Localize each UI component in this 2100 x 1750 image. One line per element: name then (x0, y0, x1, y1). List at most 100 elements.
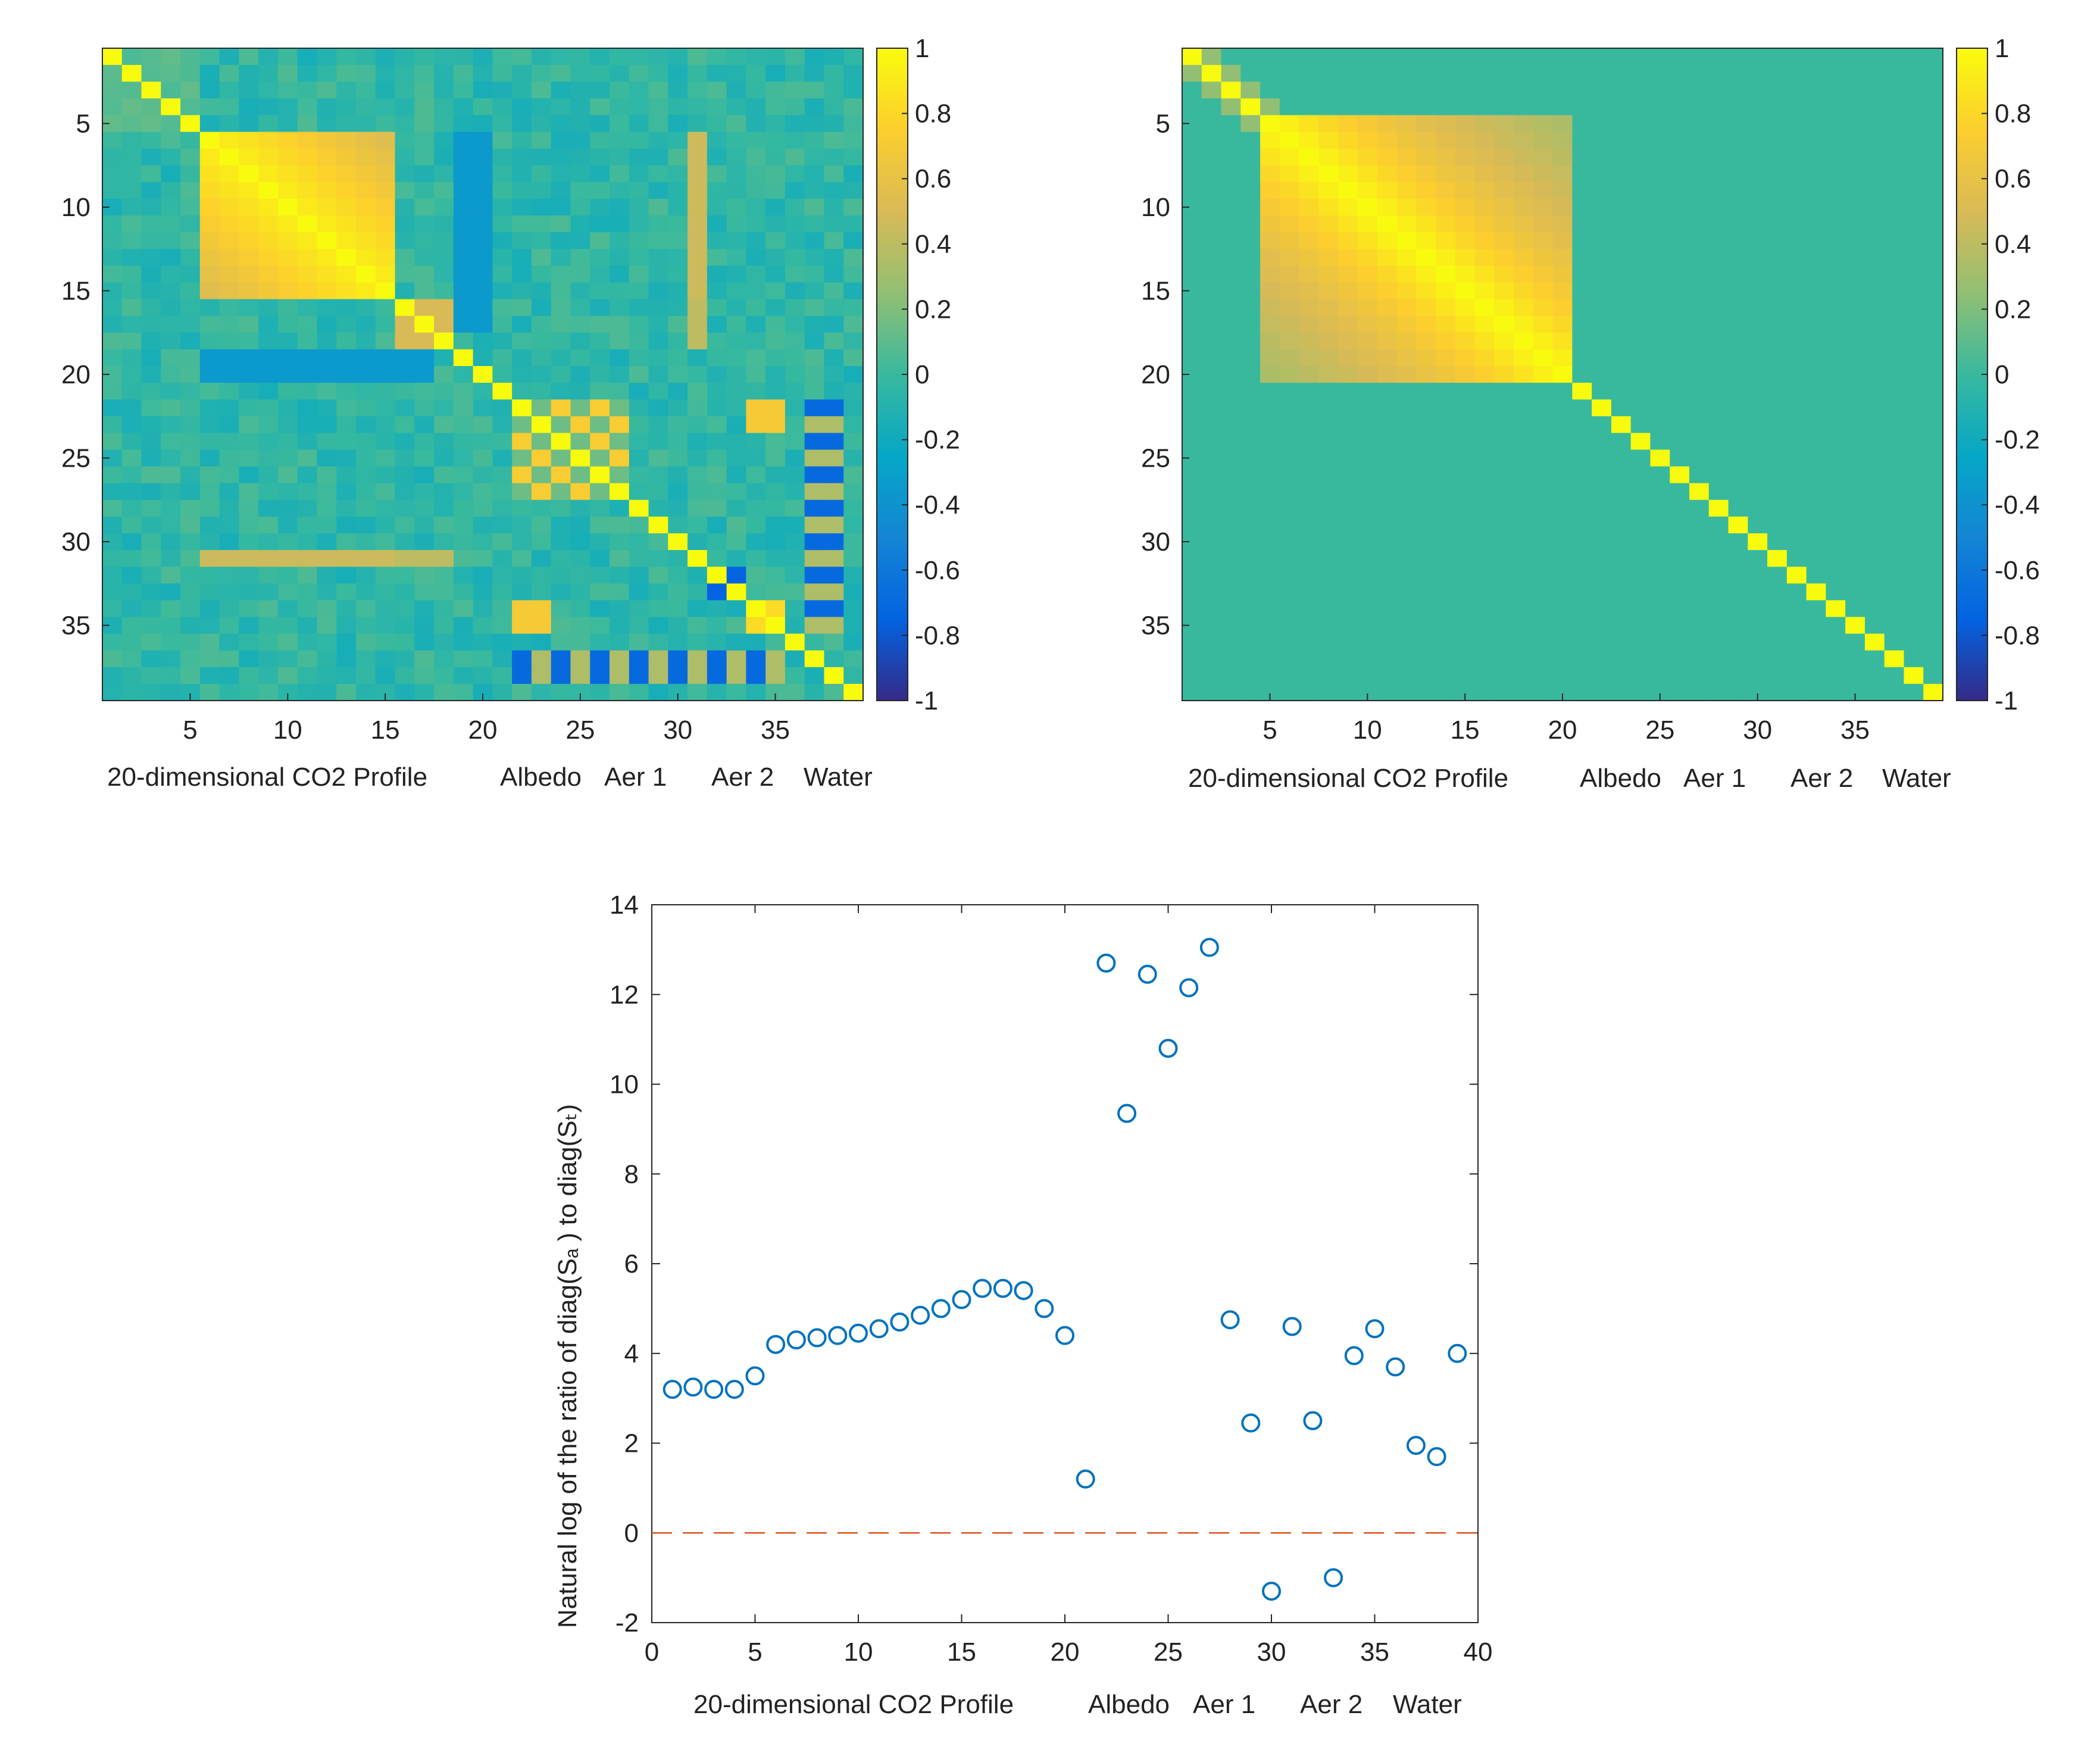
heatmap-cell (199, 265, 220, 283)
heatmap-cell (1708, 132, 1729, 149)
heatmap-cell (1689, 265, 1710, 283)
heatmap-cell (1318, 249, 1339, 266)
heatmap-cell (1416, 215, 1436, 233)
heatmap-cell (746, 683, 766, 701)
heatmap-cell (1514, 483, 1534, 501)
heatmap-cell (492, 48, 512, 65)
heatmap-cell (1494, 533, 1514, 551)
heatmap-cell (688, 416, 708, 433)
heatmap-cell (434, 48, 454, 65)
heatmap-cell (804, 265, 825, 283)
heatmap-cell (824, 349, 844, 367)
heatmap-cell (668, 499, 688, 517)
heatmap-cell (453, 198, 474, 216)
heatmap-cell (570, 617, 590, 635)
heatmap-cell (239, 315, 259, 333)
heatmap-cell (707, 232, 727, 249)
heatmap-cell (1396, 232, 1417, 249)
heatmap-cell (1455, 332, 1476, 350)
heatmap-cell (219, 567, 239, 584)
heatmap-cell (1552, 449, 1573, 467)
heatmap-cell (492, 365, 512, 383)
heatmap-cell (1572, 249, 1592, 266)
heatmap-cell (1767, 148, 1788, 166)
heatmap-cell (824, 98, 844, 116)
heatmap-cell (1474, 633, 1495, 651)
heatmap-cell (1299, 600, 1319, 618)
heatmap-cell (239, 282, 259, 300)
heatmap-cell (1611, 617, 1632, 635)
heatmap-cell (258, 567, 279, 584)
heatmap-cell (1474, 499, 1495, 517)
heatmap-cell (1845, 600, 1865, 618)
heatmap-cell (629, 132, 649, 149)
heatmap-cell (648, 583, 668, 601)
heatmap-cell (199, 48, 220, 65)
heatmap-cell (434, 182, 454, 199)
heatmap-cell (512, 249, 532, 266)
heatmap-cell (1474, 683, 1495, 701)
heatmap-cell (1650, 198, 1670, 216)
heatmap-cell (356, 165, 376, 183)
heatmap-cell (726, 148, 746, 166)
heatmap-cell (317, 499, 337, 517)
heatmap-cell (1572, 315, 1592, 333)
heatmap-cell (726, 550, 746, 567)
heatmap-cell (1689, 299, 1710, 317)
heatmap-cell (551, 416, 571, 433)
heatmap-cell (473, 282, 493, 300)
heatmap-cell (1533, 383, 1554, 400)
heatmap-cell (121, 567, 142, 584)
heatmap-cell (1884, 567, 1905, 584)
heatmap-cell (1689, 65, 1710, 82)
heatmap-cell (1318, 483, 1339, 501)
heatmap-cell (1552, 600, 1573, 618)
heatmap-cell (414, 650, 435, 668)
heatmap-cell (199, 232, 220, 249)
heatmap-cell (453, 483, 474, 501)
heatmap-cell (707, 365, 727, 383)
heatmap-cell (1611, 499, 1632, 517)
heatmap-cell (1377, 65, 1398, 82)
heatmap-cell (1455, 516, 1476, 534)
heatmap-cell (804, 449, 825, 467)
heatmap-cell (239, 265, 259, 283)
heatmap-cell (1923, 583, 1943, 601)
heatmap-cell (1533, 148, 1554, 166)
heatmap-cell (453, 449, 474, 467)
heatmap-cell (1514, 132, 1534, 149)
heatmap-cell (1826, 148, 1846, 166)
heatmap-cell (1436, 600, 1456, 618)
heatmap-cell (785, 365, 805, 383)
heatmap-cell (1650, 650, 1670, 668)
heatmap-cell (473, 617, 493, 635)
heatmap-cell (551, 98, 571, 116)
heatmap-cell (297, 650, 318, 668)
heatmap-cell (765, 383, 786, 400)
heatmap-cell (512, 433, 532, 451)
heatmap-cell (570, 349, 590, 367)
heatmap-cell (1357, 449, 1378, 467)
heatmap-cell (804, 617, 825, 635)
heatmap-cell (1494, 198, 1514, 216)
heatmap-cell (1455, 198, 1476, 216)
heatmap-cell (1357, 583, 1378, 601)
heatmap-cell (1728, 483, 1748, 501)
heatmap-cell (1630, 215, 1651, 233)
heatmap-cell (1221, 132, 1241, 149)
heatmap-cell (317, 683, 337, 701)
heatmap-cell (1514, 98, 1534, 116)
heatmap-cell (414, 232, 435, 249)
heatmap-cell (1572, 399, 1592, 417)
heatmap-cell (1767, 650, 1788, 668)
group-label-water: Water (1882, 764, 1951, 793)
heatmap-cell (707, 583, 727, 601)
heatmap-cell (414, 550, 435, 567)
heatmap-cell (1416, 182, 1436, 199)
heatmap-cell (1689, 365, 1710, 383)
heatmap-cell (590, 198, 610, 216)
heatmap-cell (1630, 299, 1651, 317)
heatmap-cell (1708, 332, 1729, 350)
x-tick-label: 20 (468, 715, 498, 745)
heatmap-cell (1904, 449, 1924, 467)
